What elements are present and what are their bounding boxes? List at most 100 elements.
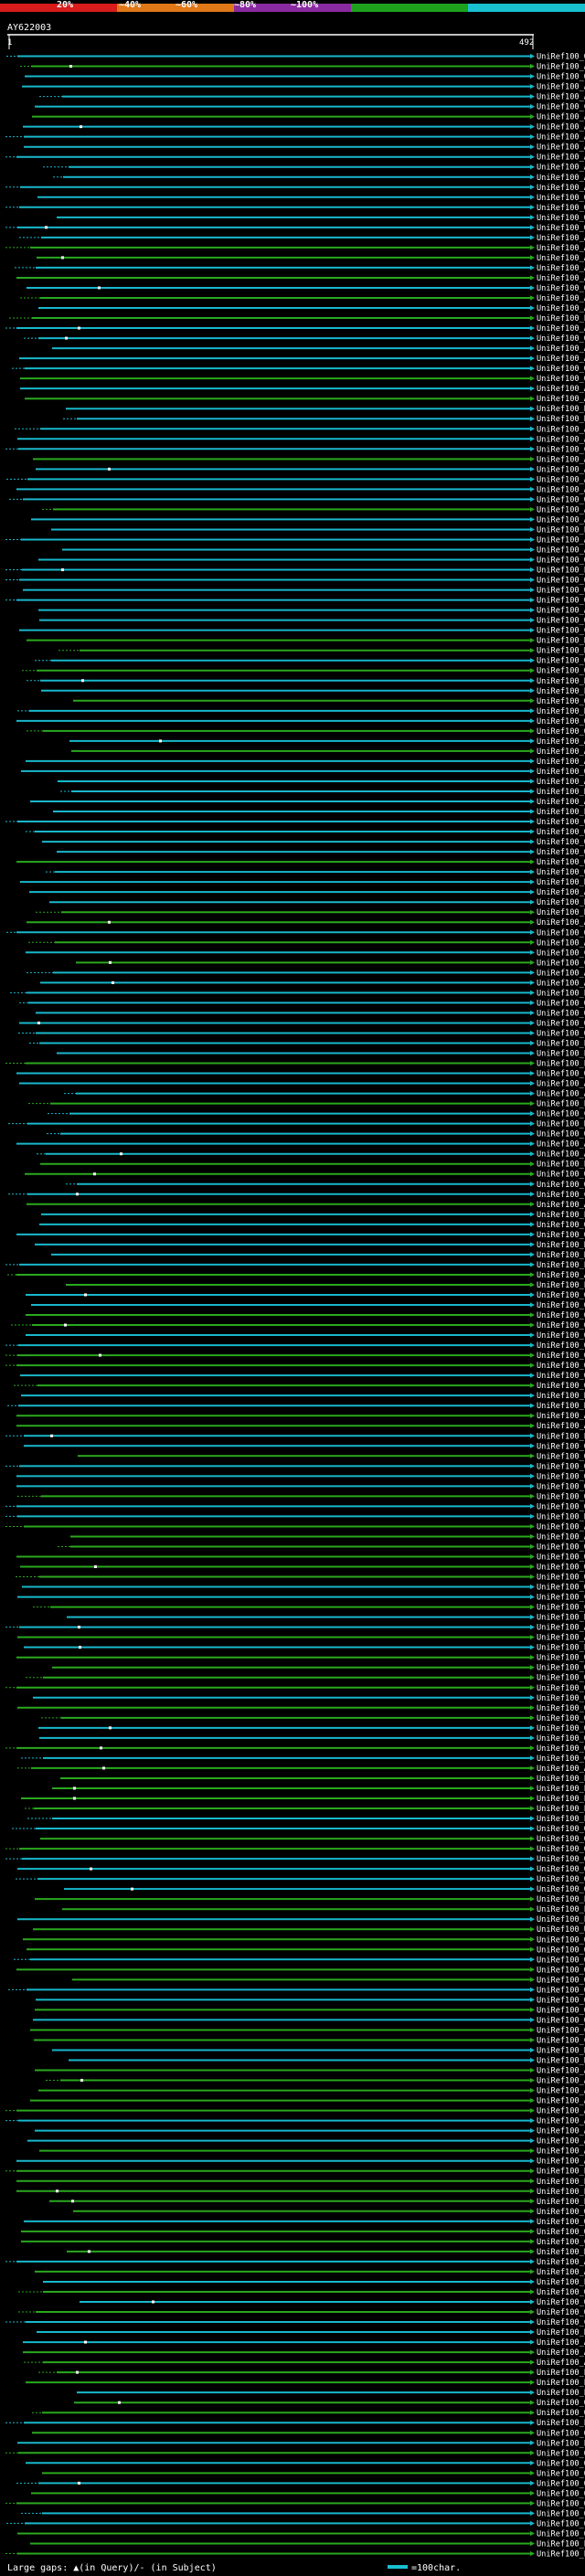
- hit-label[interactable]: UniRef100_Q677F6: [537, 1956, 585, 1965]
- hit-label[interactable]: UniRef100_Q9ZSV2: [537, 818, 585, 827]
- hit-row[interactable]: UniRef100_Q41234: [21, 2509, 585, 2518]
- hit-label[interactable]: UniRef100_Q6Y684: [537, 365, 585, 374]
- hit-label[interactable]: UniRef100_A4QPK8: [537, 304, 585, 313]
- hit-label[interactable]: UniRef100_A9NRQ7: [537, 938, 585, 948]
- hit-label[interactable]: UniRef100_P12062: [537, 1039, 585, 1048]
- hit-label[interactable]: UniRef100_P15195: [537, 2188, 585, 2197]
- hit-label[interactable]: UniRef100_A2SY35: [537, 274, 585, 283]
- hit-row[interactable]: UniRef100_Q1WLW0: [5, 204, 585, 213]
- hit-row[interactable]: UniRef100_A2SY43: [25, 395, 585, 404]
- hit-row[interactable]: UniRef100_Q40247: [5, 1362, 585, 1371]
- hit-label[interactable]: UniRef100_P07370: [537, 1432, 585, 1441]
- hit-label[interactable]: UniRef100_A5HSS6: [537, 1150, 585, 1160]
- hit-row[interactable]: UniRef100_P27490: [16, 2178, 585, 2187]
- hit-row[interactable]: UniRef100_Q39492: [16, 1875, 585, 1884]
- hit-label[interactable]: UniRef100_A4NLD5: [537, 475, 585, 484]
- hit-label[interactable]: UniRef100_B6S2T9: [537, 405, 585, 414]
- hit-label[interactable]: UniRef100_A2SY33: [537, 93, 585, 102]
- hit-row[interactable]: UniRef100_P12333: [5, 2168, 585, 2177]
- hit-row[interactable]: UniRef100_A9RHS2: [19, 1080, 585, 1089]
- hit-label[interactable]: UniRef100_Q9LE98: [537, 1935, 585, 1945]
- hit-row[interactable]: UniRef100_A9RBS3: [16, 1412, 585, 1421]
- hit-label[interactable]: UniRef100_A4F3R3: [537, 2147, 585, 2157]
- hit-label[interactable]: UniRef100_C6TLM4: [537, 949, 585, 958]
- hit-row[interactable]: UniRef100_B6T1H1: [63, 415, 585, 424]
- hit-label[interactable]: UniRef100_P14279: [537, 1050, 585, 1059]
- hit-label[interactable]: UniRef100_P22686: [537, 1775, 585, 1784]
- hit-label[interactable]: UniRef100_Q1EPK5: [537, 1986, 585, 1995]
- hit-label[interactable]: UniRef100_A4QPK7: [537, 324, 585, 334]
- hit-row[interactable]: UniRef100_Q4KQ86: [22, 1584, 585, 1593]
- hit-label[interactable]: UniRef100_B3GQ64: [537, 1512, 585, 1521]
- hit-row[interactable]: UniRef100_Q82425: [16, 1070, 585, 1079]
- hit-row[interactable]: UniRef100_A6NL12: [20, 385, 585, 394]
- hit-row[interactable]: UniRef100_Q9Z524: [6, 928, 585, 938]
- hit-row[interactable]: UniRef100_B9SF47: [52, 2046, 585, 2055]
- hit-row[interactable]: UniRef100_Q06445: [14, 1382, 585, 1391]
- hit-row[interactable]: UniRef100_A2SY44: [20, 63, 585, 72]
- hit-row[interactable]: UniRef100_A9RR12: [38, 607, 585, 616]
- hit-row[interactable]: UniRef100_Q1EPK5: [8, 1986, 585, 1995]
- hit-row[interactable]: UniRef100_Q677D0: [40, 1835, 585, 1844]
- hit-label[interactable]: UniRef100_Q4F1Q5: [537, 697, 585, 706]
- hit-label[interactable]: UniRef100_Q4VY57: [537, 2499, 585, 2508]
- hit-label[interactable]: UniRef100_A2SY45: [537, 83, 585, 92]
- hit-label[interactable]: UniRef100_Q9M466: [537, 617, 585, 626]
- hit-label[interactable]: UniRef100_B4FQ80: [537, 2248, 585, 2257]
- hit-row[interactable]: UniRef100_Q84443: [66, 1181, 585, 1190]
- hit-label[interactable]: UniRef100_Q6448: [537, 1996, 585, 2005]
- hit-row[interactable]: UniRef100_Q8S2I0: [5, 224, 585, 233]
- hit-row[interactable]: UniRef100_P12329: [26, 2379, 585, 2388]
- hit-label[interactable]: UniRef100_C6T073: [537, 959, 585, 968]
- hit-row[interactable]: UniRef100_A4F3R3: [39, 2147, 585, 2157]
- hit-label[interactable]: UniRef100_P04777: [537, 2389, 585, 2398]
- hit-label[interactable]: UniRef100_A6N154: [537, 888, 585, 897]
- hit-label[interactable]: UniRef100_C0PKO4: [537, 2318, 585, 2327]
- hit-label[interactable]: UniRef100_Q67705: [537, 1654, 585, 1663]
- hit-row[interactable]: UniRef100_B8LPT5: [27, 677, 585, 686]
- hit-row[interactable]: UniRef100_A5HSS6: [37, 1150, 585, 1160]
- hit-row[interactable]: UniRef100_P12470: [62, 1905, 585, 1914]
- hit-row[interactable]: UniRef100_A4QPK1: [33, 455, 585, 464]
- hit-label[interactable]: UniRef100_P16049: [537, 687, 585, 696]
- hit-label[interactable]: UniRef100_Q9SF87: [537, 828, 585, 837]
- hit-row[interactable]: UniRef100_C5WTC1: [5, 445, 585, 454]
- hit-row[interactable]: UniRef100_C6T6R7: [48, 1110, 585, 1119]
- hit-label[interactable]: UniRef100_A9NMX2: [537, 2107, 585, 2116]
- hit-label[interactable]: UniRef100_P09756: [537, 1211, 585, 1220]
- hit-label[interactable]: UniRef100_A8BDJ0: [537, 2258, 585, 2267]
- hit-label[interactable]: UniRef100_A4QPK6: [537, 2268, 585, 2277]
- hit-label[interactable]: UniRef100_B0L0Y2: [537, 647, 585, 656]
- hit-label[interactable]: UniRef100_Q4VY47: [537, 1311, 585, 1320]
- hit-label[interactable]: UniRef100_A2SY36: [537, 264, 585, 273]
- hit-row[interactable]: UniRef100_Q41421: [5, 1341, 585, 1351]
- hit-row[interactable]: UniRef100_A4F3R2: [16, 2157, 585, 2167]
- hit-row[interactable]: UniRef100_Q9LKT0: [24, 1442, 585, 1451]
- hit-label[interactable]: UniRef100_Q461R4: [537, 1664, 585, 1673]
- hit-label[interactable]: UniRef100_C0PQV4: [537, 2026, 585, 2035]
- hit-row[interactable]: UniRef100_Q41423: [20, 1564, 585, 1573]
- hit-row[interactable]: UniRef100_B2BHK8: [36, 908, 585, 917]
- hit-label[interactable]: UniRef100_Q4W956: [537, 334, 585, 344]
- hit-row[interactable]: UniRef100_A4QPK7: [5, 324, 585, 334]
- hit-label[interactable]: UniRef100_Q9ZP05: [537, 2298, 585, 2307]
- hit-row[interactable]: UniRef100_B3GQ64: [5, 1512, 585, 1521]
- hit-label[interactable]: UniRef100_Q40769: [537, 1865, 585, 1874]
- hit-label[interactable]: UniRef100_Q9M094: [537, 1553, 585, 1563]
- hit-row[interactable]: UniRef100_A2SY34: [32, 113, 585, 122]
- hit-row[interactable]: UniRef100_A2SY47: [53, 174, 585, 183]
- hit-label[interactable]: UniRef100_B7FA25: [537, 1251, 585, 1260]
- hit-row[interactable]: UniRef100_Q8S3T8: [57, 214, 585, 223]
- hit-row[interactable]: UniRef100_A7QUX3: [35, 2127, 585, 2136]
- hit-label[interactable]: UniRef100_Q8S2I0: [537, 224, 585, 233]
- hit-label[interactable]: UniRef100_A4QPJ6: [537, 254, 585, 263]
- hit-row[interactable]: UniRef100_C6T073: [76, 959, 585, 968]
- hit-label[interactable]: UniRef100_P42078: [537, 1100, 585, 1109]
- hit-label[interactable]: UniRef100_Q9LE96: [537, 1221, 585, 1230]
- hit-label[interactable]: UniRef100_A9T769: [537, 1201, 585, 1210]
- hit-row[interactable]: UniRef100_Q5VKR6: [73, 2208, 585, 2217]
- hit-row[interactable]: UniRef100_P27514: [5, 1261, 585, 1270]
- hit-row[interactable]: UniRef100_A9CSS0: [23, 2348, 585, 2358]
- hit-row[interactable]: UniRef100_A2SY45: [22, 83, 585, 92]
- hit-label[interactable]: UniRef100_Q8S445: [537, 1171, 585, 1180]
